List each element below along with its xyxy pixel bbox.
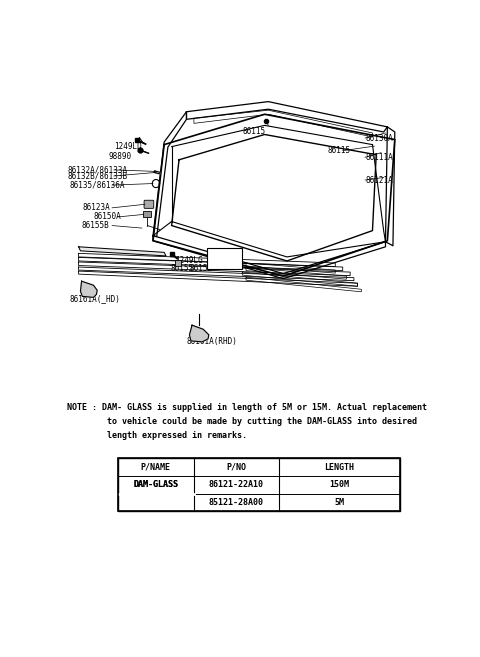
Text: 1249LG: 1249LG — [175, 256, 203, 265]
Polygon shape — [190, 325, 209, 342]
Text: 86111A: 86111A — [366, 153, 394, 162]
Text: 86132B/86133B: 86132B/86133B — [67, 171, 128, 181]
Text: 5M: 5M — [335, 498, 345, 507]
Text: 86123A: 86123A — [83, 204, 110, 212]
Text: 86152: 86152 — [190, 263, 213, 273]
Text: 86121-22A10: 86121-22A10 — [209, 480, 264, 489]
Text: DAM-GLASS: DAM-GLASS — [133, 480, 179, 489]
Text: 86115: 86115 — [242, 127, 265, 137]
Text: DAM-GLASS: DAM-GLASS — [133, 480, 179, 489]
Text: 1249LD: 1249LD — [114, 142, 142, 150]
Polygon shape — [172, 135, 376, 261]
Text: 86161A(RHD): 86161A(RHD) — [186, 338, 237, 346]
Text: 86155B: 86155B — [82, 221, 109, 230]
Polygon shape — [154, 171, 160, 174]
Text: 86132A/86133A: 86132A/86133A — [67, 166, 128, 174]
Text: 86150B: 86150B — [215, 251, 242, 260]
Bar — [175, 260, 181, 266]
Text: P/NAME: P/NAME — [141, 463, 171, 472]
Text: 86121A: 86121A — [366, 175, 394, 185]
Text: 86150A: 86150A — [94, 212, 121, 221]
Text: 86115: 86115 — [328, 146, 351, 155]
Polygon shape — [81, 281, 97, 298]
Text: 85121-28A00: 85121-28A00 — [209, 498, 264, 507]
Text: 150M: 150M — [330, 480, 349, 489]
FancyBboxPatch shape — [144, 212, 151, 217]
Text: 86130A: 86130A — [365, 133, 393, 143]
Polygon shape — [79, 247, 166, 256]
FancyBboxPatch shape — [144, 200, 154, 208]
Text: LENGTH: LENGTH — [324, 463, 355, 472]
Text: 86155: 86155 — [171, 263, 194, 273]
Text: length expressed in remarks.: length expressed in remarks. — [67, 431, 247, 440]
Text: P/NO: P/NO — [227, 463, 246, 472]
Text: NOTE : DAM- GLASS is supplied in length of 5M or 15M. Actual replacement: NOTE : DAM- GLASS is supplied in length … — [67, 403, 427, 411]
Text: 98890: 98890 — [108, 152, 132, 161]
Bar — [118, 459, 400, 511]
Text: 86135/86136A: 86135/86136A — [69, 181, 125, 190]
Bar — [207, 248, 242, 269]
Bar — [118, 459, 400, 511]
Text: 86161A(_HD): 86161A(_HD) — [69, 294, 120, 303]
Text: to vehicle could be made by cutting the DAM-GLASS into desired: to vehicle could be made by cutting the … — [67, 417, 417, 426]
